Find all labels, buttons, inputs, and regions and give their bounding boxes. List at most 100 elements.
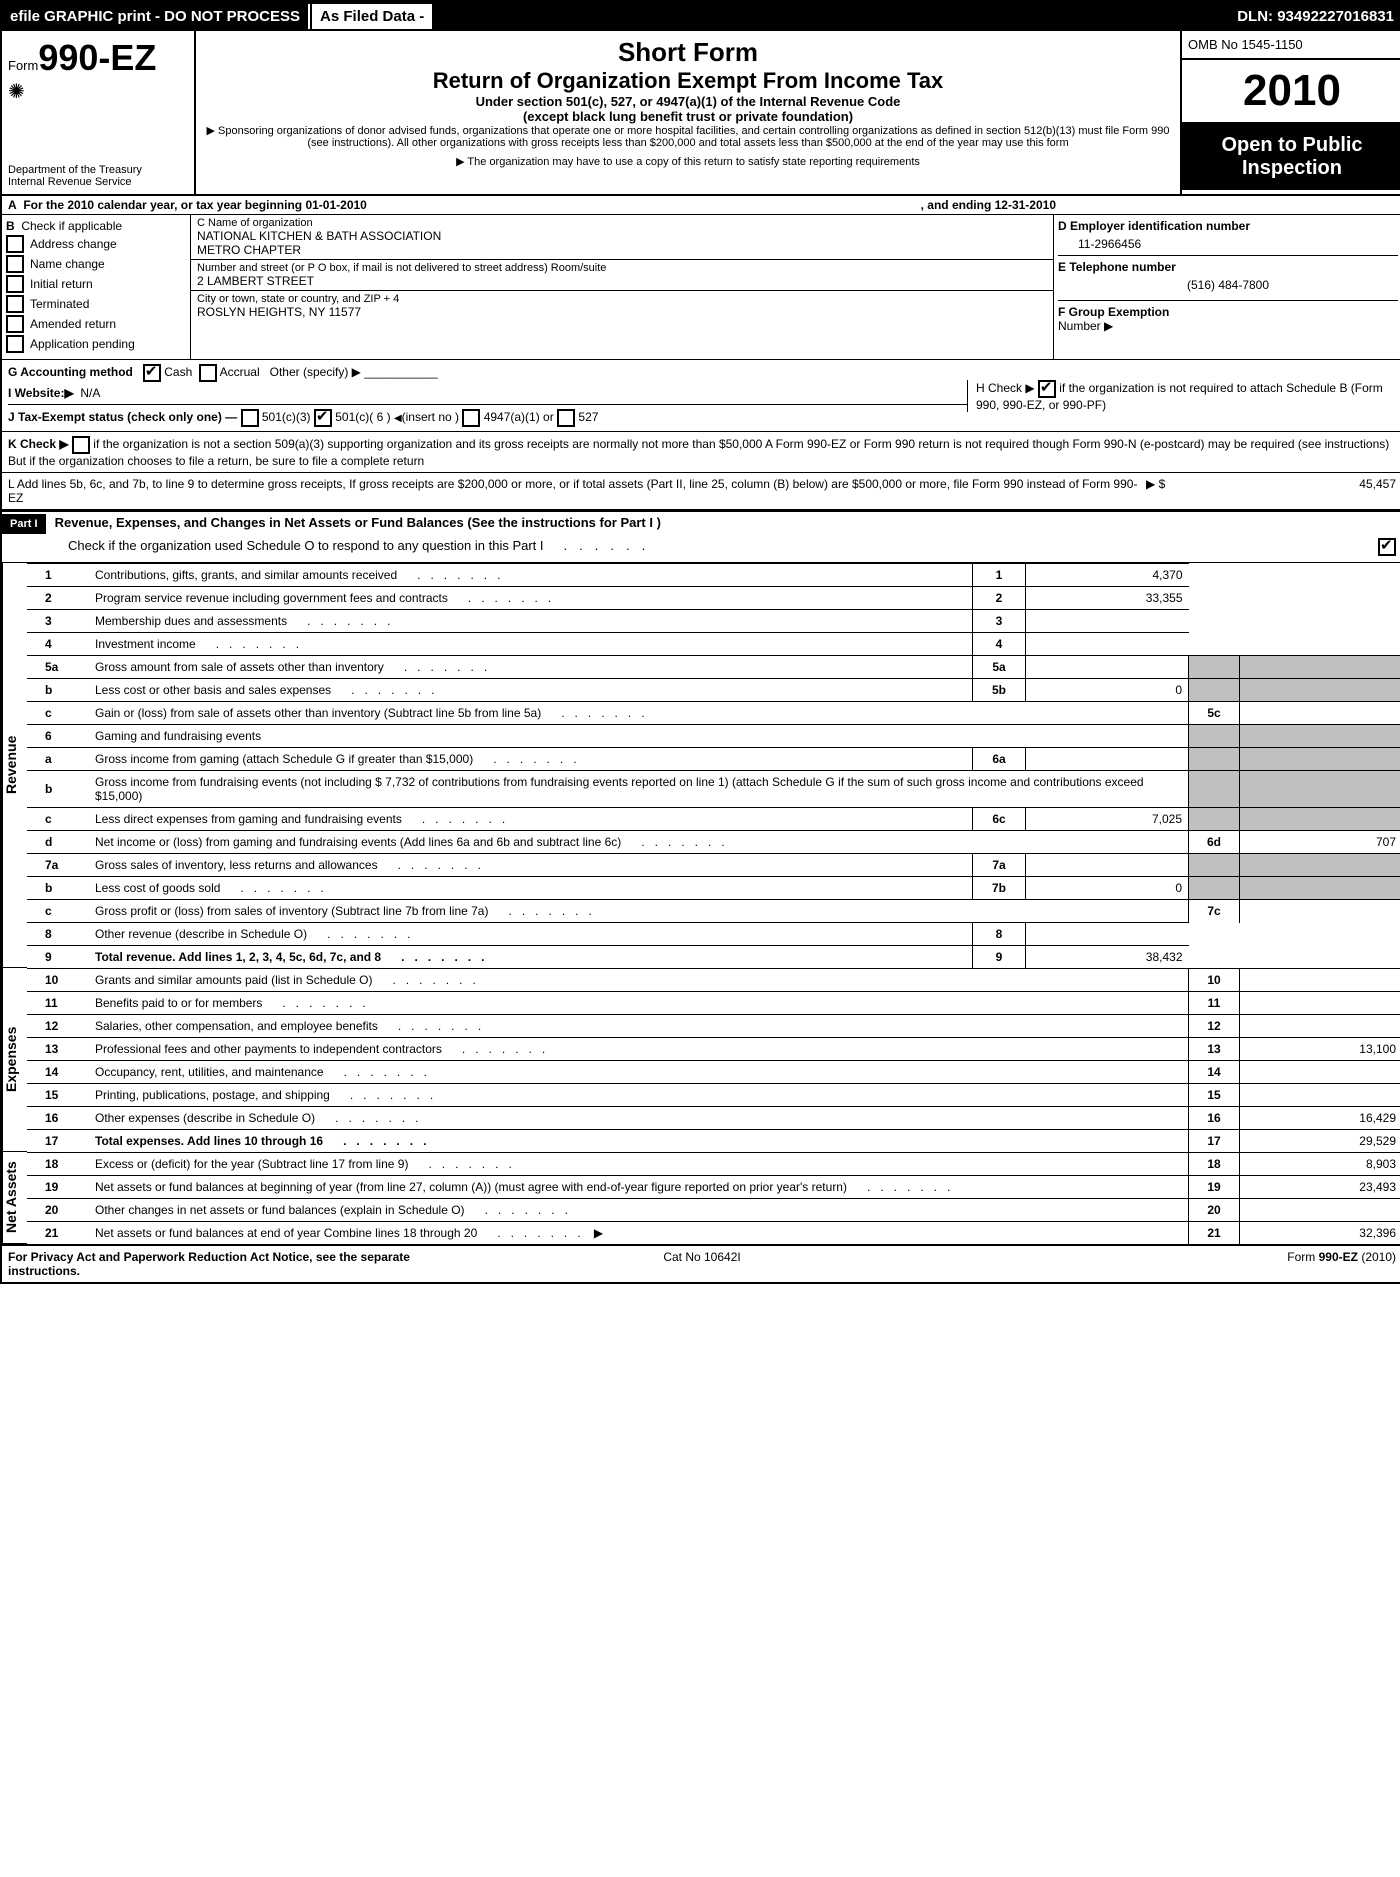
accrual-checkbox[interactable] [199,364,217,382]
line-num: 11 [27,992,89,1015]
b-checkbox[interactable] [6,255,24,273]
501c-checkbox[interactable] [314,409,332,427]
col-DEF: D Employer identification number 11-2966… [1054,215,1400,359]
row-A: A For the 2010 calendar year, or tax yea… [2,196,1400,215]
line-num: 14 [27,1061,89,1084]
line-amt [1240,1084,1400,1107]
line-ref: 2 [973,587,1026,610]
street: 2 LAMBERT STREET [197,274,1047,288]
line-amt [1240,1015,1400,1038]
line-amt [1240,702,1400,725]
b-checkbox[interactable] [6,335,24,353]
line-ref: 6d [1189,831,1240,854]
line-desc: Total expenses. Add lines 10 through 16.… [89,1130,1189,1153]
netassets-label: Net Assets [2,1152,27,1244]
line-num: 18 [27,1153,89,1176]
line-amt [1240,900,1400,923]
sub-ref: 7a [973,854,1026,877]
revenue-table: 1Contributions, gifts, grants, and simil… [27,563,1400,968]
line-desc: Benefits paid to or for members....... [89,992,1189,1015]
line-desc: Gross sales of inventory, less returns a… [89,854,973,877]
line-ref: 3 [973,610,1026,633]
line-ref: 20 [1189,1199,1240,1222]
4947-checkbox[interactable] [462,409,480,427]
b-checkbox[interactable] [6,235,24,253]
part1-header: Part I Revenue, Expenses, and Changes in… [2,510,1400,563]
line-ref: 10 [1189,969,1240,992]
header-right: OMB No 1545-1150 2010 Open to Public Ins… [1180,31,1400,194]
dept-treasury: Department of the Treasury [8,164,188,176]
line-ref: 13 [1189,1038,1240,1061]
form-page: efile GRAPHIC print - DO NOT PROCESS As … [0,0,1400,1284]
as-filed: As Filed Data - [310,2,434,31]
sub-amt [1026,656,1189,679]
line-ref: 9 [973,946,1026,969]
501c3-checkbox[interactable] [241,409,259,427]
line-amt: 38,432 [1026,946,1189,969]
line-amt: 8,903 [1240,1153,1400,1176]
line-desc: Membership dues and assessments....... [89,610,973,633]
schedule-b-checkbox[interactable] [1038,380,1056,398]
expenses-table: 10Grants and similar amounts paid (list … [27,968,1400,1152]
footer-left: For Privacy Act and Paperwork Reduction … [8,1250,410,1278]
line-num: c [27,702,89,725]
line-ref: 8 [973,923,1026,946]
open-to-public: Open to Public Inspection [1182,124,1400,190]
L-amount: 45,457 [1246,477,1396,505]
line-amt [1240,1199,1400,1222]
line-num: 3 [27,610,89,633]
efile-text: efile GRAPHIC print - DO NOT PROCESS [2,4,310,29]
line-amt: 32,396 [1240,1222,1400,1245]
footer: For Privacy Act and Paperwork Reduction … [2,1244,1400,1282]
line-desc: Salaries, other compensation, and employ… [89,1015,1189,1038]
netassets-section: Net Assets 18Excess or (deficit) for the… [2,1152,1400,1244]
city-label: City or town, state or country, and ZIP … [197,293,1047,305]
line-amt [1026,923,1189,946]
527-checkbox[interactable] [557,409,575,427]
k-checkbox[interactable] [72,436,90,454]
line-amt: 33,355 [1026,587,1189,610]
sub-amt: 0 [1026,679,1189,702]
line-num: 2 [27,587,89,610]
line-amt: 707 [1240,831,1400,854]
line-num: 7a [27,854,89,877]
col-B: B Check if applicable Address changeName… [2,215,191,359]
line-desc: Other expenses (describe in Schedule O).… [89,1107,1189,1130]
return-title: Return of Organization Exempt From Incom… [202,68,1174,94]
tax-year: 2010 [1182,60,1400,124]
b-checkbox[interactable] [6,315,24,333]
irs-icon: ✺ [8,79,188,104]
line-desc: Investment income....... [89,633,973,656]
top-bar: efile GRAPHIC print - DO NOT PROCESS As … [2,2,1400,31]
subtitle-1: Under section 501(c), 527, or 4947(a)(1)… [202,94,1174,109]
revenue-label: Revenue [2,563,27,968]
row-G-I-H: G Accounting method Cash Accrual Other (… [2,360,1400,432]
b-checkbox[interactable] [6,295,24,313]
ein: 11-2966456 [1058,233,1398,251]
row-H: H Check ▶ if the organization is not req… [967,380,1396,412]
expenses-label: Expenses [2,968,27,1152]
line-amt [1026,610,1189,633]
line-num: 1 [27,564,89,587]
line-desc: Less cost or other basis and sales expen… [89,679,973,702]
line-ref: 21 [1189,1222,1240,1245]
schedule-o-checkbox[interactable] [1378,538,1396,556]
line-desc: Occupancy, rent, utilities, and maintena… [89,1061,1189,1084]
telephone: (516) 484-7800 [1058,274,1398,296]
line-desc: Printing, publications, postage, and shi… [89,1084,1189,1107]
line-num: c [27,808,89,831]
cash-checkbox[interactable] [143,364,161,382]
line-desc: Total revenue. Add lines 1, 2, 3, 4, 5c,… [89,946,973,969]
c-label: C Name of organization [197,217,1047,229]
line-desc: Gain or (loss) from sale of assets other… [89,702,1189,725]
line-ref: 4 [973,633,1026,656]
b-checkbox[interactable] [6,275,24,293]
line-desc: Net income or (loss) from gaming and fun… [89,831,1189,854]
line-num: 4 [27,633,89,656]
line-ref: 11 [1189,992,1240,1015]
line-amt: 4,370 [1026,564,1189,587]
form-number: Form990-EZ [8,37,188,79]
line-amt: 23,493 [1240,1176,1400,1199]
line-num: 17 [27,1130,89,1153]
line-amt: 16,429 [1240,1107,1400,1130]
